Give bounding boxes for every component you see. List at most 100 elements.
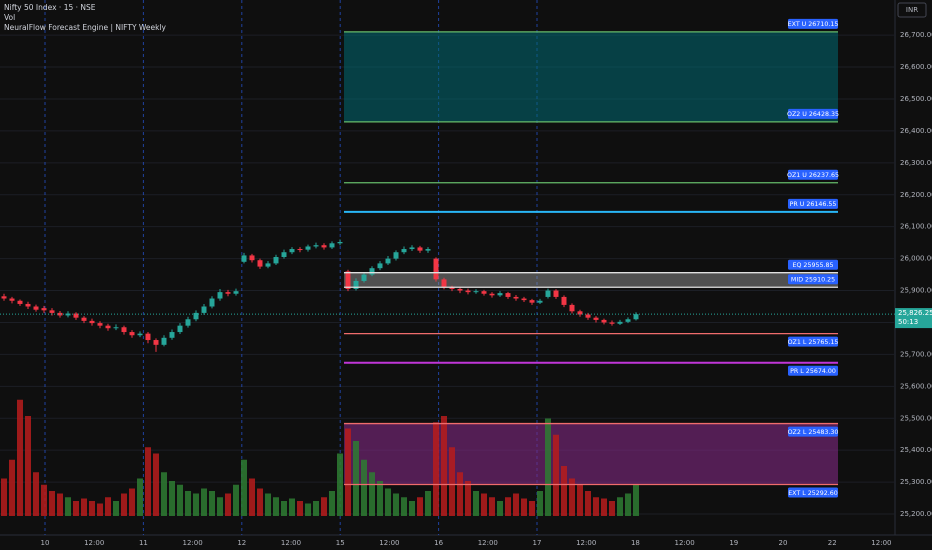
volume-bar [497, 501, 503, 516]
volume-bar [441, 416, 447, 516]
volume-bar [321, 497, 327, 516]
level-label: PR L 25674.00 [790, 368, 836, 375]
y-tick-label: 25,300.00 [900, 478, 932, 486]
y-tick-label: 25,500.00 [900, 414, 932, 422]
zone [344, 272, 838, 288]
candle-body [113, 327, 119, 329]
volume-bar [617, 497, 623, 516]
currency[interactable]: INR [906, 6, 918, 14]
x-tick-label: 20 [779, 539, 788, 547]
candle-body [145, 333, 151, 341]
volume-bar [553, 434, 559, 516]
volume-bar [217, 497, 223, 516]
candle-body [601, 319, 607, 323]
current-price-tag [895, 308, 932, 329]
candle-body [537, 300, 543, 303]
candle-body [617, 321, 623, 324]
x-tick-label: 12:00 [84, 539, 104, 547]
volume-bar [545, 418, 551, 516]
volume-bar [145, 447, 151, 516]
y-tick-label: 26,700.00 [900, 31, 932, 39]
candle-body [369, 268, 375, 275]
candle-body [633, 314, 639, 320]
y-tick-label: 25,600.00 [900, 382, 932, 390]
candle-body [281, 252, 287, 258]
volume-bar [33, 472, 39, 516]
candle-body [425, 249, 431, 251]
volume-bar [457, 472, 463, 516]
y-tick-label: 26,300.00 [900, 159, 932, 167]
candle-body [393, 252, 399, 259]
y-tick-label: 26,500.00 [900, 95, 932, 103]
level-label: OZ2 L 25483.30 [788, 429, 839, 436]
candle-body [521, 298, 527, 301]
level-label: EXT U 26710.15 [788, 21, 839, 28]
candle-body [481, 291, 487, 294]
level-label: PR U 26146.55 [790, 201, 837, 208]
volume-bar [409, 501, 415, 516]
volume-bar [417, 497, 423, 516]
volume-bar [433, 422, 439, 516]
currency-box[interactable] [897, 2, 927, 18]
volume-label: Vol [4, 13, 15, 22]
candle-body [577, 311, 583, 315]
candle-body [1, 296, 7, 299]
level-tag [788, 274, 838, 285]
level-tag [788, 336, 838, 347]
x-tick-label: 12:00 [675, 539, 695, 547]
y-tick-label: 26,600.00 [900, 63, 932, 71]
candle-body [337, 242, 343, 244]
volume-bar [129, 488, 135, 516]
candle-body [97, 323, 103, 326]
x-tick-label: 12:00 [576, 539, 596, 547]
volume-bar [329, 491, 335, 516]
countdown: 50:13 [898, 318, 918, 326]
x-tick-label: 10 [41, 539, 50, 547]
candle-body [217, 292, 223, 299]
candle-body [273, 257, 279, 264]
candle-body [329, 243, 335, 248]
volume-bar [569, 478, 575, 516]
volume-bar [289, 498, 295, 516]
volume-bar [177, 484, 183, 516]
candle-body [209, 298, 215, 307]
volume-bar [241, 459, 247, 516]
level-label: OZ1 L 25765.15 [788, 339, 839, 346]
volume-bar [273, 497, 279, 516]
candle-body [545, 290, 551, 297]
candle-body [305, 246, 311, 250]
volume-bar [577, 484, 583, 516]
volume-bar [233, 484, 239, 516]
level-label: EQ 25955.85 [793, 262, 834, 269]
volume-bar [537, 491, 543, 516]
candle-body [401, 249, 407, 253]
zone [344, 423, 838, 485]
y-tick-label: 26,000.00 [900, 255, 932, 263]
candle-body [289, 249, 295, 253]
candle-body [241, 255, 247, 262]
y-tick-label: 26,400.00 [900, 127, 932, 135]
candle-body [409, 247, 415, 250]
x-tick-label: 12:00 [379, 539, 399, 547]
candle-body [153, 340, 159, 345]
volume-bar [281, 501, 287, 516]
volume-bar [585, 491, 591, 516]
y-tick-label: 25,200.00 [900, 510, 932, 518]
candle-body [417, 247, 423, 251]
candle-body [449, 287, 455, 289]
level-tag [788, 169, 838, 180]
y-tick-label: 26,200.00 [900, 191, 932, 199]
volume-bar [81, 498, 87, 516]
volume-bar [313, 501, 319, 516]
candle-body [585, 314, 591, 318]
volume-bar [249, 478, 255, 516]
volume-bar [305, 503, 311, 516]
y-tick-label: 25,400.00 [900, 446, 932, 454]
volume-bar [465, 481, 471, 516]
volume-bar [257, 488, 263, 516]
volume-bar [41, 484, 47, 516]
candle-body [385, 258, 391, 264]
candle-body [249, 255, 255, 261]
candle-body [593, 317, 599, 320]
